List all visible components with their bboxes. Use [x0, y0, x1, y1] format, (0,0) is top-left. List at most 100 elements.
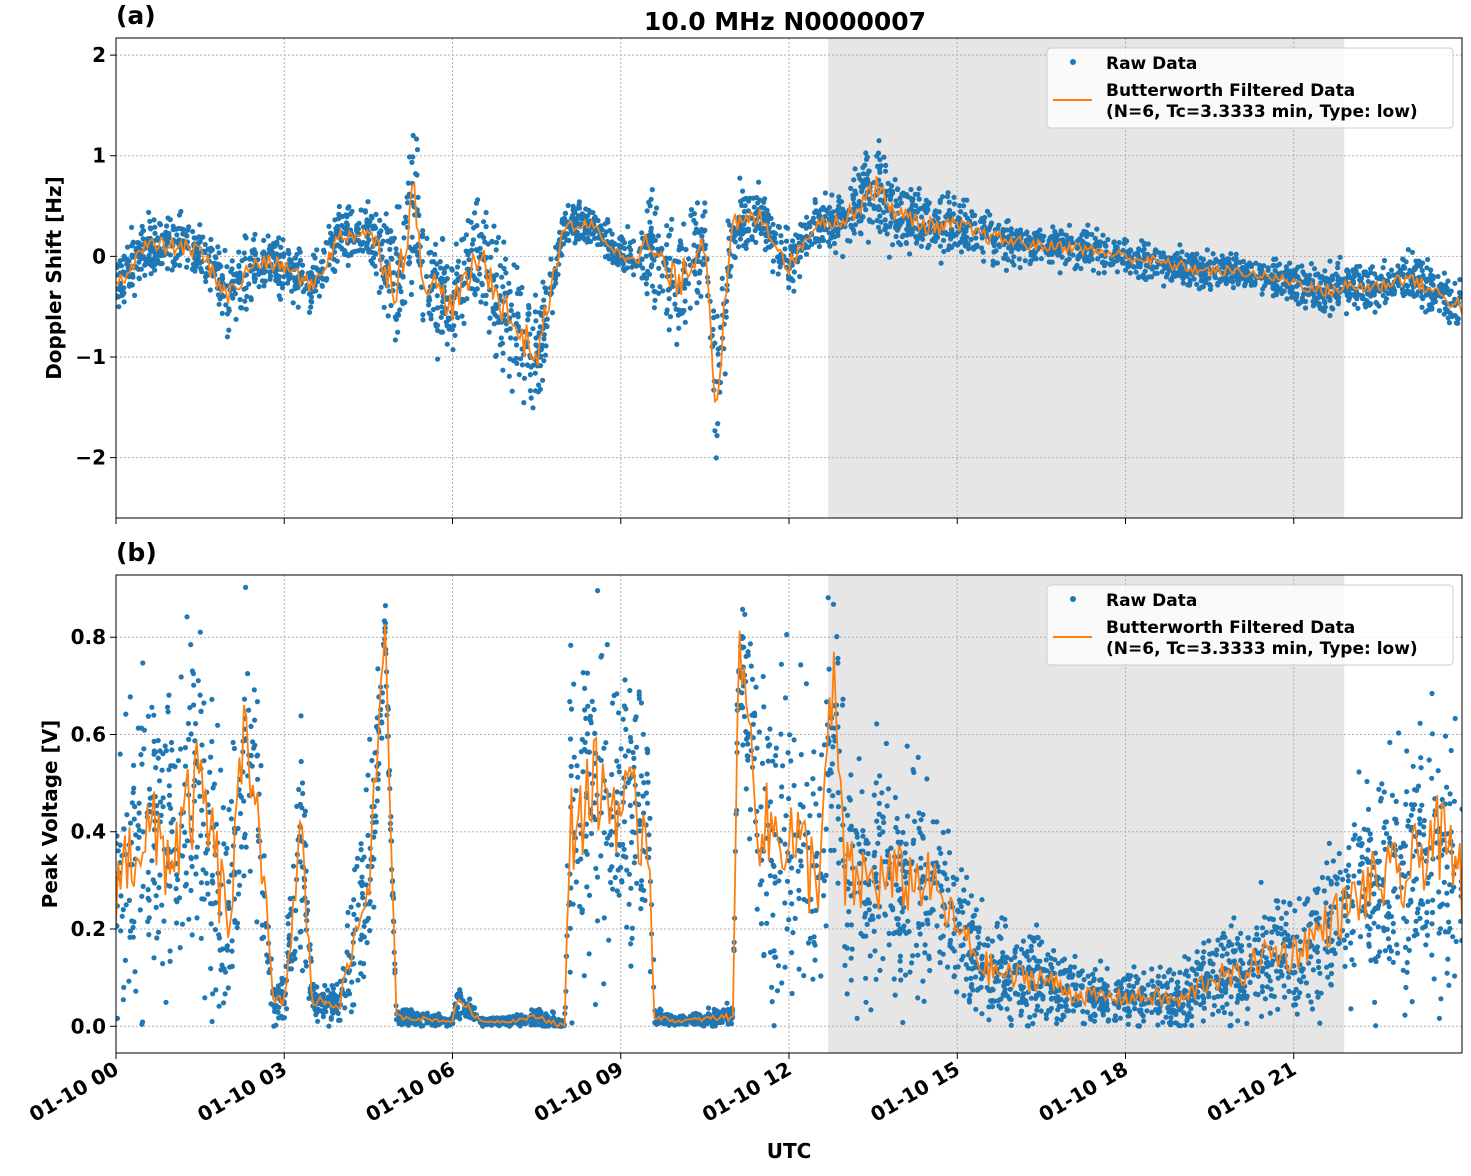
- raw-data-point: [1431, 276, 1436, 281]
- raw-data-point: [1452, 799, 1457, 804]
- raw-data-point: [1352, 962, 1357, 967]
- raw-data-point: [244, 294, 249, 299]
- raw-data-point: [289, 289, 294, 294]
- raw-data-point: [428, 250, 433, 255]
- raw-data-point: [840, 254, 845, 259]
- raw-data-point: [387, 247, 392, 252]
- raw-data-point: [758, 804, 763, 809]
- raw-data-point: [885, 231, 890, 236]
- raw-data-point: [657, 284, 662, 289]
- raw-data-point: [1390, 793, 1395, 798]
- raw-data-point: [475, 248, 480, 253]
- raw-data-point: [693, 272, 698, 277]
- raw-data-point: [267, 247, 272, 252]
- y-tick-label: 2: [92, 43, 106, 67]
- raw-data-point: [573, 216, 578, 221]
- raw-data-point: [550, 310, 555, 315]
- raw-data-point: [1093, 244, 1098, 249]
- raw-data-point: [286, 248, 291, 253]
- raw-data-point: [1082, 1021, 1087, 1026]
- raw-data-point: [806, 940, 811, 945]
- raw-data-point: [949, 231, 954, 236]
- raw-data-point: [1056, 232, 1061, 237]
- raw-data-point: [1327, 259, 1332, 264]
- raw-data-point: [789, 950, 794, 955]
- raw-data-point: [598, 223, 603, 228]
- raw-data-point: [1023, 258, 1028, 263]
- raw-data-point: [168, 959, 173, 964]
- raw-data-point: [895, 186, 900, 191]
- raw-data-point: [1175, 251, 1180, 256]
- raw-data-point: [136, 240, 141, 245]
- raw-data-point: [1430, 898, 1435, 903]
- raw-data-point: [210, 873, 215, 878]
- raw-data-point: [434, 262, 439, 267]
- raw-data-point: [647, 220, 652, 225]
- raw-data-point: [768, 873, 773, 878]
- raw-data-point: [1279, 916, 1284, 921]
- raw-data-point: [631, 272, 636, 277]
- raw-data-point: [804, 782, 809, 787]
- raw-data-point: [747, 836, 752, 841]
- raw-data-point: [140, 224, 145, 229]
- raw-data-point: [186, 917, 191, 922]
- raw-data-point: [585, 236, 590, 241]
- raw-data-point: [712, 341, 717, 346]
- raw-data-point: [1435, 274, 1440, 279]
- raw-data-point: [156, 253, 161, 258]
- raw-data-point: [179, 226, 184, 231]
- raw-data-point: [1406, 247, 1411, 252]
- raw-data-point: [723, 371, 728, 376]
- raw-data-point: [930, 238, 935, 243]
- raw-data-point: [519, 285, 524, 290]
- raw-data-point: [1142, 252, 1147, 257]
- raw-data-point: [1386, 936, 1391, 941]
- raw-data-point: [568, 926, 573, 931]
- raw-data-point: [464, 249, 469, 254]
- raw-data-point: [236, 869, 241, 874]
- raw-data-point: [1275, 288, 1280, 293]
- raw-data-point: [450, 268, 455, 273]
- raw-data-point: [668, 314, 673, 319]
- raw-data-point: [885, 803, 890, 808]
- raw-data-point: [501, 240, 506, 245]
- raw-data-point: [989, 220, 994, 225]
- raw-data-point: [1303, 305, 1308, 310]
- raw-data-point: [1102, 241, 1107, 246]
- raw-data-point: [917, 186, 922, 191]
- raw-data-point: [1321, 277, 1326, 282]
- raw-data-point: [429, 316, 434, 321]
- raw-data-point: [450, 347, 455, 352]
- raw-data-point: [1133, 974, 1138, 979]
- raw-data-point: [166, 767, 171, 772]
- raw-data-point: [872, 903, 877, 908]
- raw-data-point: [165, 240, 170, 245]
- raw-data-point: [202, 995, 207, 1000]
- raw-data-point: [702, 209, 707, 214]
- raw-data-point: [957, 203, 962, 208]
- raw-data-point: [354, 226, 359, 231]
- raw-data-point: [520, 362, 525, 367]
- raw-data-point: [1037, 942, 1042, 947]
- raw-data-point: [813, 200, 818, 205]
- raw-data-point: [203, 279, 208, 284]
- raw-data-point: [420, 312, 425, 317]
- raw-data-point: [669, 217, 674, 222]
- raw-data-point: [969, 984, 974, 989]
- raw-data-point: [171, 224, 176, 229]
- raw-data-point: [1331, 858, 1336, 863]
- raw-data-point: [360, 249, 365, 254]
- raw-data-point: [1286, 975, 1291, 980]
- raw-data-point: [499, 335, 504, 340]
- raw-data-point: [1437, 308, 1442, 313]
- raw-data-point: [702, 200, 707, 205]
- raw-data-point: [1417, 262, 1422, 267]
- raw-data-point: [1420, 268, 1425, 273]
- raw-data-point: [1317, 1021, 1322, 1026]
- raw-data-point: [836, 816, 841, 821]
- raw-data-point: [459, 314, 464, 319]
- raw-data-point: [480, 293, 485, 298]
- raw-data-point: [809, 219, 814, 224]
- raw-data-point: [415, 147, 420, 152]
- raw-data-point: [1348, 940, 1353, 945]
